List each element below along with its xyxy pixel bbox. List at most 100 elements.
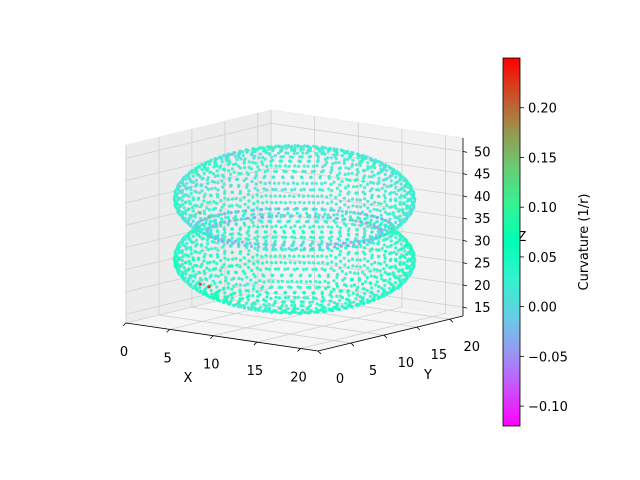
surface-point [329,239,333,243]
surface-point [405,192,409,196]
surface-point [255,238,259,243]
surface-point [269,194,273,198]
surface-point [279,159,284,163]
surface-point [274,201,278,205]
surface-point [255,290,259,294]
surface-point [309,235,313,239]
surface-point [245,275,249,279]
surface-point [376,201,381,205]
pane-back-xz [270,109,464,317]
surface-point [264,230,268,234]
surface-point [301,147,305,151]
surface-point [377,240,381,244]
surface-point [274,235,278,239]
surface-point [293,296,297,300]
surface-point [331,162,335,166]
surface-point [238,205,242,209]
surface-point [335,147,339,151]
surface-point [351,204,355,208]
surface-point [203,227,207,231]
surface-point [241,150,245,154]
surface-point [265,235,269,239]
surface-point [284,170,288,174]
surface-point [351,291,355,296]
surface-point [239,258,243,262]
surface-point [239,293,243,297]
surface-point [200,202,204,206]
surface-point [365,182,370,186]
surface-point [283,261,287,265]
surface-point [288,200,292,204]
surface-point [277,296,281,300]
surface-point [214,222,218,227]
surface-point [209,158,213,162]
surface-point [401,268,405,272]
surface-point [311,207,315,211]
surface-point [238,283,242,287]
surface-point [202,255,206,259]
surface-point [220,205,224,209]
surface-point [323,163,327,167]
surface-point [325,195,329,199]
surface-point [226,210,230,214]
surface-point [348,270,352,274]
surface-point [263,308,267,312]
surface-point [299,235,303,239]
surface-point [402,220,406,224]
y-tick-label: 20 [464,340,481,355]
surface-point [379,262,383,266]
surface-point [325,261,330,266]
surface-point [317,213,321,217]
surface-point [311,201,316,205]
surface-point [298,225,302,230]
surface-point [405,204,409,208]
surface-point [202,269,206,273]
surface-point [383,283,387,287]
surface-point [371,237,376,241]
surface-point [369,218,373,222]
surface-point [184,212,188,216]
surface-point [271,303,275,307]
surface-point [368,237,372,241]
surface-point [343,306,347,310]
surface-point [235,158,239,162]
surface-point [203,192,207,196]
surface-point [406,185,410,189]
surface-point [393,257,398,261]
surface-point [246,229,251,233]
surface-point [219,269,223,273]
surface-point [187,278,191,282]
surface-point [311,300,315,304]
surface-point [334,161,338,165]
surface-point [274,187,278,192]
surface-point [242,158,246,162]
surface-point [356,170,360,174]
surface-point [300,309,304,313]
surface-point [330,168,334,172]
surface-point [327,308,331,312]
surface-point [222,167,226,171]
surface-point [187,259,191,263]
surface-point [388,272,392,276]
surface-point [399,242,403,246]
surface-point [302,164,306,168]
surface-point [346,289,351,293]
surface-point [246,265,251,270]
surface-point [222,226,226,230]
surface-point [253,275,257,279]
surface-point [189,282,193,286]
surface-point [283,296,287,300]
surface-point [189,179,193,183]
surface-point [234,196,238,201]
surface-point [311,261,316,265]
surface-point [363,231,367,236]
surface-point [305,182,309,186]
surface-point [228,161,232,165]
surface-point [295,211,299,215]
surface-point [264,151,268,155]
surface-point [251,287,255,291]
surface-point [195,228,199,232]
surface-point [180,275,184,279]
surface-point [273,230,278,234]
surface-point [351,264,355,268]
